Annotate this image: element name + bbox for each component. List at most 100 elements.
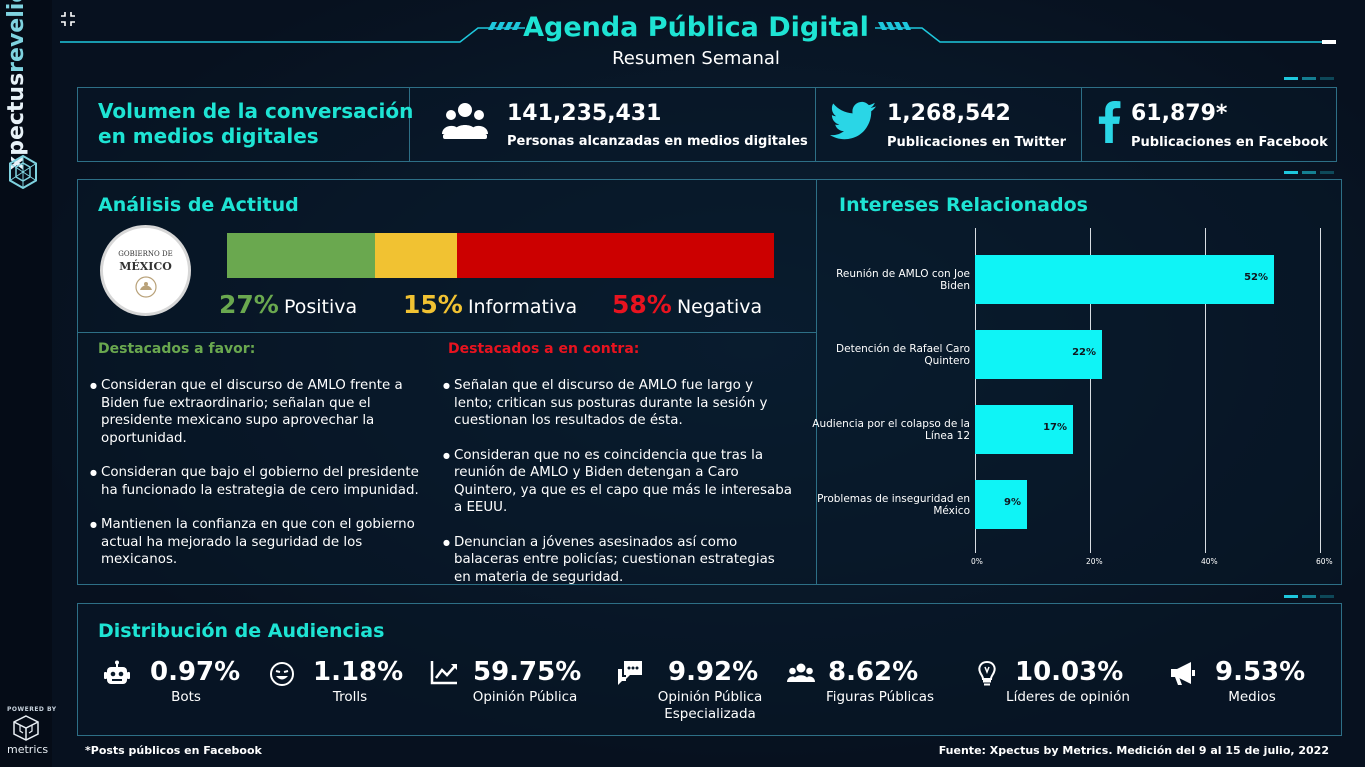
gobierno-mexico-logo: GOBIERNO DE MÉXICO bbox=[100, 225, 191, 316]
metrics-brand-name: metrics bbox=[7, 743, 49, 756]
contra-item: Consideran que no es coincidencia que tr… bbox=[443, 447, 793, 517]
powered-by-label: POWERED BY bbox=[7, 706, 57, 713]
twitter-label: Publicaciones en Twitter bbox=[887, 135, 1067, 150]
attitude-title: Análisis de Actitud bbox=[98, 194, 299, 216]
grid-line bbox=[1320, 228, 1321, 553]
tick-label: 0% bbox=[971, 557, 983, 566]
interests-title: Intereses Relacionados bbox=[839, 194, 1088, 216]
medios-label: Medios bbox=[1228, 689, 1276, 705]
facebook-label: Publicaciones en Facebook bbox=[1131, 135, 1328, 150]
notch-decor bbox=[1320, 171, 1334, 174]
megaphone-icon bbox=[1171, 662, 1195, 685]
facebook-icon bbox=[1098, 101, 1121, 143]
bar-value-label: 22% bbox=[1072, 347, 1096, 358]
brand-hex-icon bbox=[9, 155, 37, 189]
reach-label: Personas alcanzadas en medios digitales bbox=[507, 134, 808, 149]
tick-label: 20% bbox=[1086, 557, 1103, 566]
informative-legend: 15% Informativa bbox=[403, 290, 577, 319]
figuras-publicas-pct: 8.62% bbox=[828, 657, 919, 687]
attitude-separator bbox=[78, 332, 816, 333]
grid-line bbox=[1090, 228, 1091, 553]
divider bbox=[1081, 88, 1082, 161]
source-note: Fuente: Xpectus by Metrics. Medición del… bbox=[938, 744, 1329, 757]
facebook-value: 61,879* bbox=[1131, 101, 1228, 126]
notch-decor bbox=[1284, 77, 1298, 80]
category-label: Audiencia por el colapso de la Línea 12 bbox=[812, 418, 970, 442]
informative-pct: 15% bbox=[403, 290, 463, 319]
medios-pct: 9.53% bbox=[1215, 657, 1306, 687]
category-label: Detención de Rafael Caro Quintero bbox=[836, 343, 970, 367]
brand-sidebar bbox=[0, 0, 52, 767]
favor-item: Consideran que el discurso de AMLO frent… bbox=[90, 377, 430, 447]
metrics-logo-icon bbox=[13, 715, 39, 741]
twitter-value: 1,268,542 bbox=[887, 101, 1011, 126]
tick-label: 60% bbox=[1316, 557, 1333, 566]
eagle-seal-icon bbox=[135, 276, 157, 298]
negative-label: Negativa bbox=[676, 296, 763, 318]
collapse-icon[interactable] bbox=[60, 11, 76, 27]
chart-bar: 52% bbox=[975, 255, 1274, 304]
volume-panel bbox=[77, 87, 1337, 162]
tick-label: 40% bbox=[1201, 557, 1218, 566]
grid-line bbox=[1205, 228, 1206, 553]
category-label: Reunión de AMLO con Joe Biden bbox=[836, 268, 970, 292]
informative-label: Informativa bbox=[467, 296, 578, 318]
figuras-publicas-label: Figuras Públicas bbox=[825, 689, 935, 705]
notch-decor bbox=[1320, 595, 1334, 598]
logo-text-line1: GOBIERNO DE bbox=[118, 250, 173, 258]
audience-title: Distribución de Audiencias bbox=[98, 620, 385, 642]
notch-decor bbox=[1284, 171, 1298, 174]
lightbulb-icon bbox=[978, 660, 996, 686]
lideres-label: Líderes de opinión bbox=[1006, 689, 1130, 705]
notch-decor bbox=[1302, 171, 1316, 174]
opinion-especializada-label: Opinión Pública Especializada bbox=[657, 689, 763, 722]
group-icon bbox=[787, 663, 815, 682]
category-label: Problemas de inseguridad en México bbox=[817, 493, 970, 517]
lideres-pct: 10.03% bbox=[1015, 657, 1124, 687]
volume-title-line2: en medios digitales bbox=[98, 124, 319, 148]
chart-bar: 9% bbox=[975, 480, 1027, 529]
notch-decor bbox=[1302, 77, 1316, 80]
bar-value-label: 52% bbox=[1244, 272, 1268, 283]
opinion-publica-label: Opinión Pública bbox=[472, 689, 578, 705]
reach-value: 141,235,431 bbox=[507, 101, 662, 126]
favor-title: Destacados a favor: bbox=[98, 341, 256, 357]
notch-decor bbox=[1284, 595, 1298, 598]
page-title: Agenda Pública Digital bbox=[523, 12, 869, 43]
logo-text-line2: MÉXICO bbox=[119, 260, 172, 273]
interests-panel bbox=[816, 179, 1342, 585]
positive-label: Positiva bbox=[283, 296, 358, 318]
attitude-bar-negative bbox=[457, 233, 774, 278]
troll-face-icon bbox=[270, 662, 294, 686]
contra-list: Señalan que el discurso de AMLO fue larg… bbox=[443, 377, 793, 603]
footnote: *Posts públicos en Facebook bbox=[85, 744, 262, 757]
interests-chart: 52% 22% 17% 9% bbox=[975, 228, 1321, 553]
notch-decor bbox=[1302, 595, 1316, 598]
notch-decor bbox=[1320, 77, 1334, 80]
opinion-especializada-pct: 9.92% bbox=[668, 657, 759, 687]
chart-bar: 17% bbox=[975, 405, 1073, 454]
chart-bar: 22% bbox=[975, 330, 1102, 379]
chat-bubbles-icon bbox=[618, 661, 642, 685]
contra-title: Destacados a en contra: bbox=[448, 341, 640, 357]
users-icon bbox=[442, 103, 488, 139]
divider bbox=[815, 88, 816, 161]
positive-pct: 27% bbox=[219, 290, 279, 319]
bar-value-label: 9% bbox=[1004, 497, 1021, 508]
contra-item: Denuncian a jóvenes asesinados así como … bbox=[443, 534, 793, 587]
volume-title-line1: Volumen de la conversación bbox=[98, 99, 414, 123]
negative-pct: 58% bbox=[612, 290, 672, 319]
positive-legend: 27% Positiva bbox=[219, 290, 357, 319]
trolls-pct: 1.18% bbox=[313, 657, 404, 687]
favor-item: Consideran que bajo el gobierno del pres… bbox=[90, 464, 430, 499]
bots-pct: 0.97% bbox=[150, 657, 241, 687]
contra-item: Señalan que el discurso de AMLO fue larg… bbox=[443, 377, 793, 430]
attitude-bar-informative bbox=[375, 233, 457, 278]
favor-item: Mantienen la confianza en que con el gob… bbox=[90, 516, 430, 569]
trend-chart-icon bbox=[430, 661, 457, 685]
negative-legend: 58% Negativa bbox=[612, 290, 762, 319]
divider bbox=[409, 88, 410, 161]
bots-label: Bots bbox=[171, 689, 201, 705]
bar-value-label: 17% bbox=[1043, 422, 1067, 433]
favor-list: Consideran que el discurso de AMLO frent… bbox=[90, 377, 430, 586]
